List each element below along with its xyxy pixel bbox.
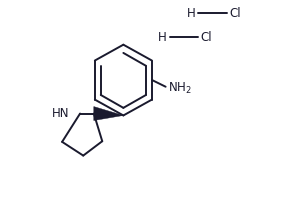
Text: Cl: Cl <box>229 6 241 19</box>
Text: NH$_2$: NH$_2$ <box>168 81 191 96</box>
Text: H: H <box>158 31 167 44</box>
Text: HN: HN <box>52 107 70 120</box>
Polygon shape <box>94 107 124 120</box>
Text: H: H <box>186 6 195 19</box>
Text: Cl: Cl <box>201 31 212 44</box>
